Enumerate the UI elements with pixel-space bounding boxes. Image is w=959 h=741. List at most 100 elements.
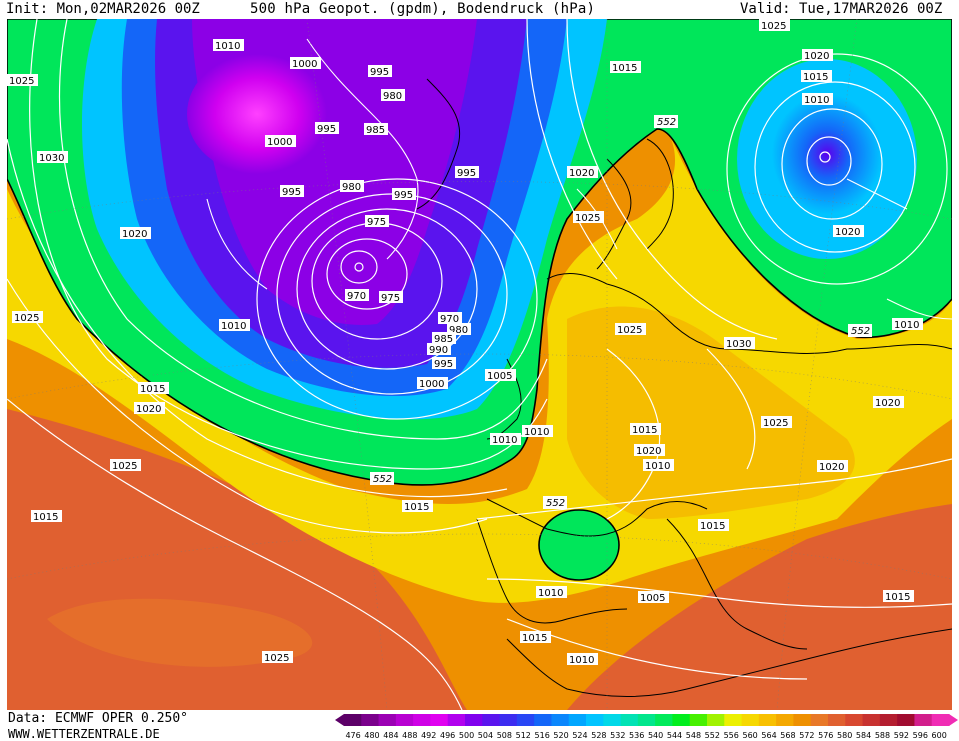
pressure-label: 1010 xyxy=(221,321,246,332)
pressure-label: 970 xyxy=(440,314,459,325)
pressure-label: 1025 xyxy=(112,461,137,472)
low-center-marker xyxy=(354,262,364,272)
pressure-labels: 1010 1000 995 980 1015 985 995 1030 1000… xyxy=(7,19,923,666)
pressure-label: 1015 xyxy=(885,592,910,603)
legend-tick-label: 536 xyxy=(629,731,644,740)
legend-swatch xyxy=(603,714,622,726)
legend-tick-label: 564 xyxy=(761,731,776,740)
legend-swatch xyxy=(862,714,881,726)
pressure-label: 1015 xyxy=(700,521,725,532)
chart-title: 500 hPa Geopot. (gpdm), Bodendruck (hPa) xyxy=(250,1,596,17)
legend-swatch xyxy=(793,714,812,726)
pressure-label: 990 xyxy=(429,345,448,356)
legend-tick-label: 512 xyxy=(516,731,531,740)
legend-tick-label: 504 xyxy=(478,731,493,740)
pressure-label: 1020 xyxy=(804,51,829,62)
pressure-label: 1020 xyxy=(569,168,594,179)
pressure-label: 1015 xyxy=(522,633,547,644)
legend-tick-label: 552 xyxy=(705,731,720,740)
legend-tick-label: 528 xyxy=(591,731,606,740)
contour-552-label-iberia: 552 xyxy=(546,498,565,509)
legend-swatch xyxy=(689,714,708,726)
pressure-label: 1000 xyxy=(419,379,444,390)
legend-tick-label: 488 xyxy=(402,731,417,740)
blue-low-ne xyxy=(772,94,882,214)
pressure-label: 1005 xyxy=(487,371,512,382)
pressure-label: 1010 xyxy=(492,435,517,446)
legend-swatch xyxy=(776,714,794,726)
legend-swatch xyxy=(810,714,829,726)
legend-tick-label: 584 xyxy=(856,731,871,740)
pressure-label: 1025 xyxy=(9,76,34,87)
legend-swatch xyxy=(551,714,570,726)
legend-swatch xyxy=(897,714,915,726)
pressure-label: 1015 xyxy=(140,384,165,395)
legend-tick-label: 588 xyxy=(875,731,890,740)
legend-tick-label: 556 xyxy=(724,731,739,740)
pressure-label: 995 xyxy=(282,187,301,198)
legend-tick-label: 516 xyxy=(535,731,550,740)
legend-swatch xyxy=(655,714,673,726)
contour-label-bg xyxy=(848,324,872,337)
legend-swatch xyxy=(586,714,604,726)
pressure-label: 1010 xyxy=(538,588,563,599)
legend-swatch xyxy=(620,714,639,726)
legend-tick-label: 532 xyxy=(610,731,625,740)
pressure-label: 1020 xyxy=(122,229,147,240)
legend-tick-label: 520 xyxy=(553,731,568,740)
pressure-label: 980 xyxy=(342,182,361,193)
pressure-label: 1010 xyxy=(215,41,240,52)
low-center-marker xyxy=(819,151,831,163)
pressure-label: 1025 xyxy=(14,313,39,324)
pressure-label: 1015 xyxy=(803,72,828,83)
legend-tick-label: 480 xyxy=(364,731,379,740)
init-label: Init: Mon,02MAR2026 00Z xyxy=(6,1,200,17)
legend-tick-label: 476 xyxy=(345,731,360,740)
contour-label-bg xyxy=(654,115,678,128)
pressure-label: 1010 xyxy=(894,320,919,331)
legend-swatch xyxy=(482,714,501,726)
legend-arrow-right xyxy=(949,714,958,726)
website-credit: WWW.WETTERZENTRALE.DE xyxy=(8,727,160,741)
pressure-label: 1010 xyxy=(524,427,549,438)
pressure-label: 1020 xyxy=(819,462,844,473)
contour-552-label-west: 552 xyxy=(373,474,392,485)
pressure-label: 1000 xyxy=(292,59,317,70)
pressure-label: 1010 xyxy=(645,461,670,472)
legend-arrow-left xyxy=(335,714,344,726)
legend-tick-label: 540 xyxy=(648,731,663,740)
pressure-label: 1015 xyxy=(612,63,637,74)
pressure-label: 1015 xyxy=(33,512,58,523)
pressure-label: 1020 xyxy=(875,398,900,409)
legend-swatch xyxy=(914,714,933,726)
legend-swatch xyxy=(707,714,725,726)
legend-tick-label: 600 xyxy=(932,731,947,740)
legend-tick-label: 572 xyxy=(799,731,814,740)
contour-label-bg xyxy=(370,472,394,485)
pressure-label: 1030 xyxy=(726,339,751,350)
legend-tick-label: 496 xyxy=(440,731,455,740)
pressure-label: 1015 xyxy=(632,425,657,436)
weather-map: 552 552 552 552 1010 1000 995 980 1015 9… xyxy=(7,19,952,710)
legend-tick-label: 508 xyxy=(497,731,512,740)
legend-swatch xyxy=(637,714,656,726)
legend-tick-label: 500 xyxy=(459,731,474,740)
pressure-label: 995 xyxy=(317,124,336,135)
pressure-label: 995 xyxy=(370,67,389,78)
pressure-label: 1000 xyxy=(267,137,292,148)
legend-swatch xyxy=(413,714,431,726)
pressure-label: 1010 xyxy=(569,655,594,666)
pressure-label: 995 xyxy=(434,359,453,370)
legend-swatch xyxy=(879,714,898,726)
contour-label-bg xyxy=(543,496,567,509)
pressure-label: 1025 xyxy=(617,325,642,336)
red-patch xyxy=(47,598,313,667)
legend-swatch xyxy=(430,714,449,726)
southeast-red-field xyxy=(567,504,952,710)
legend-tick-label: 492 xyxy=(421,731,436,740)
pressure-label: 1025 xyxy=(763,418,788,429)
legend-swatch xyxy=(499,714,518,726)
legend-swatch xyxy=(845,714,864,726)
pressure-label: 985 xyxy=(434,334,453,345)
header-bar: Init: Mon,02MAR2026 00Z 500 hPa Geopot. … xyxy=(0,0,959,19)
